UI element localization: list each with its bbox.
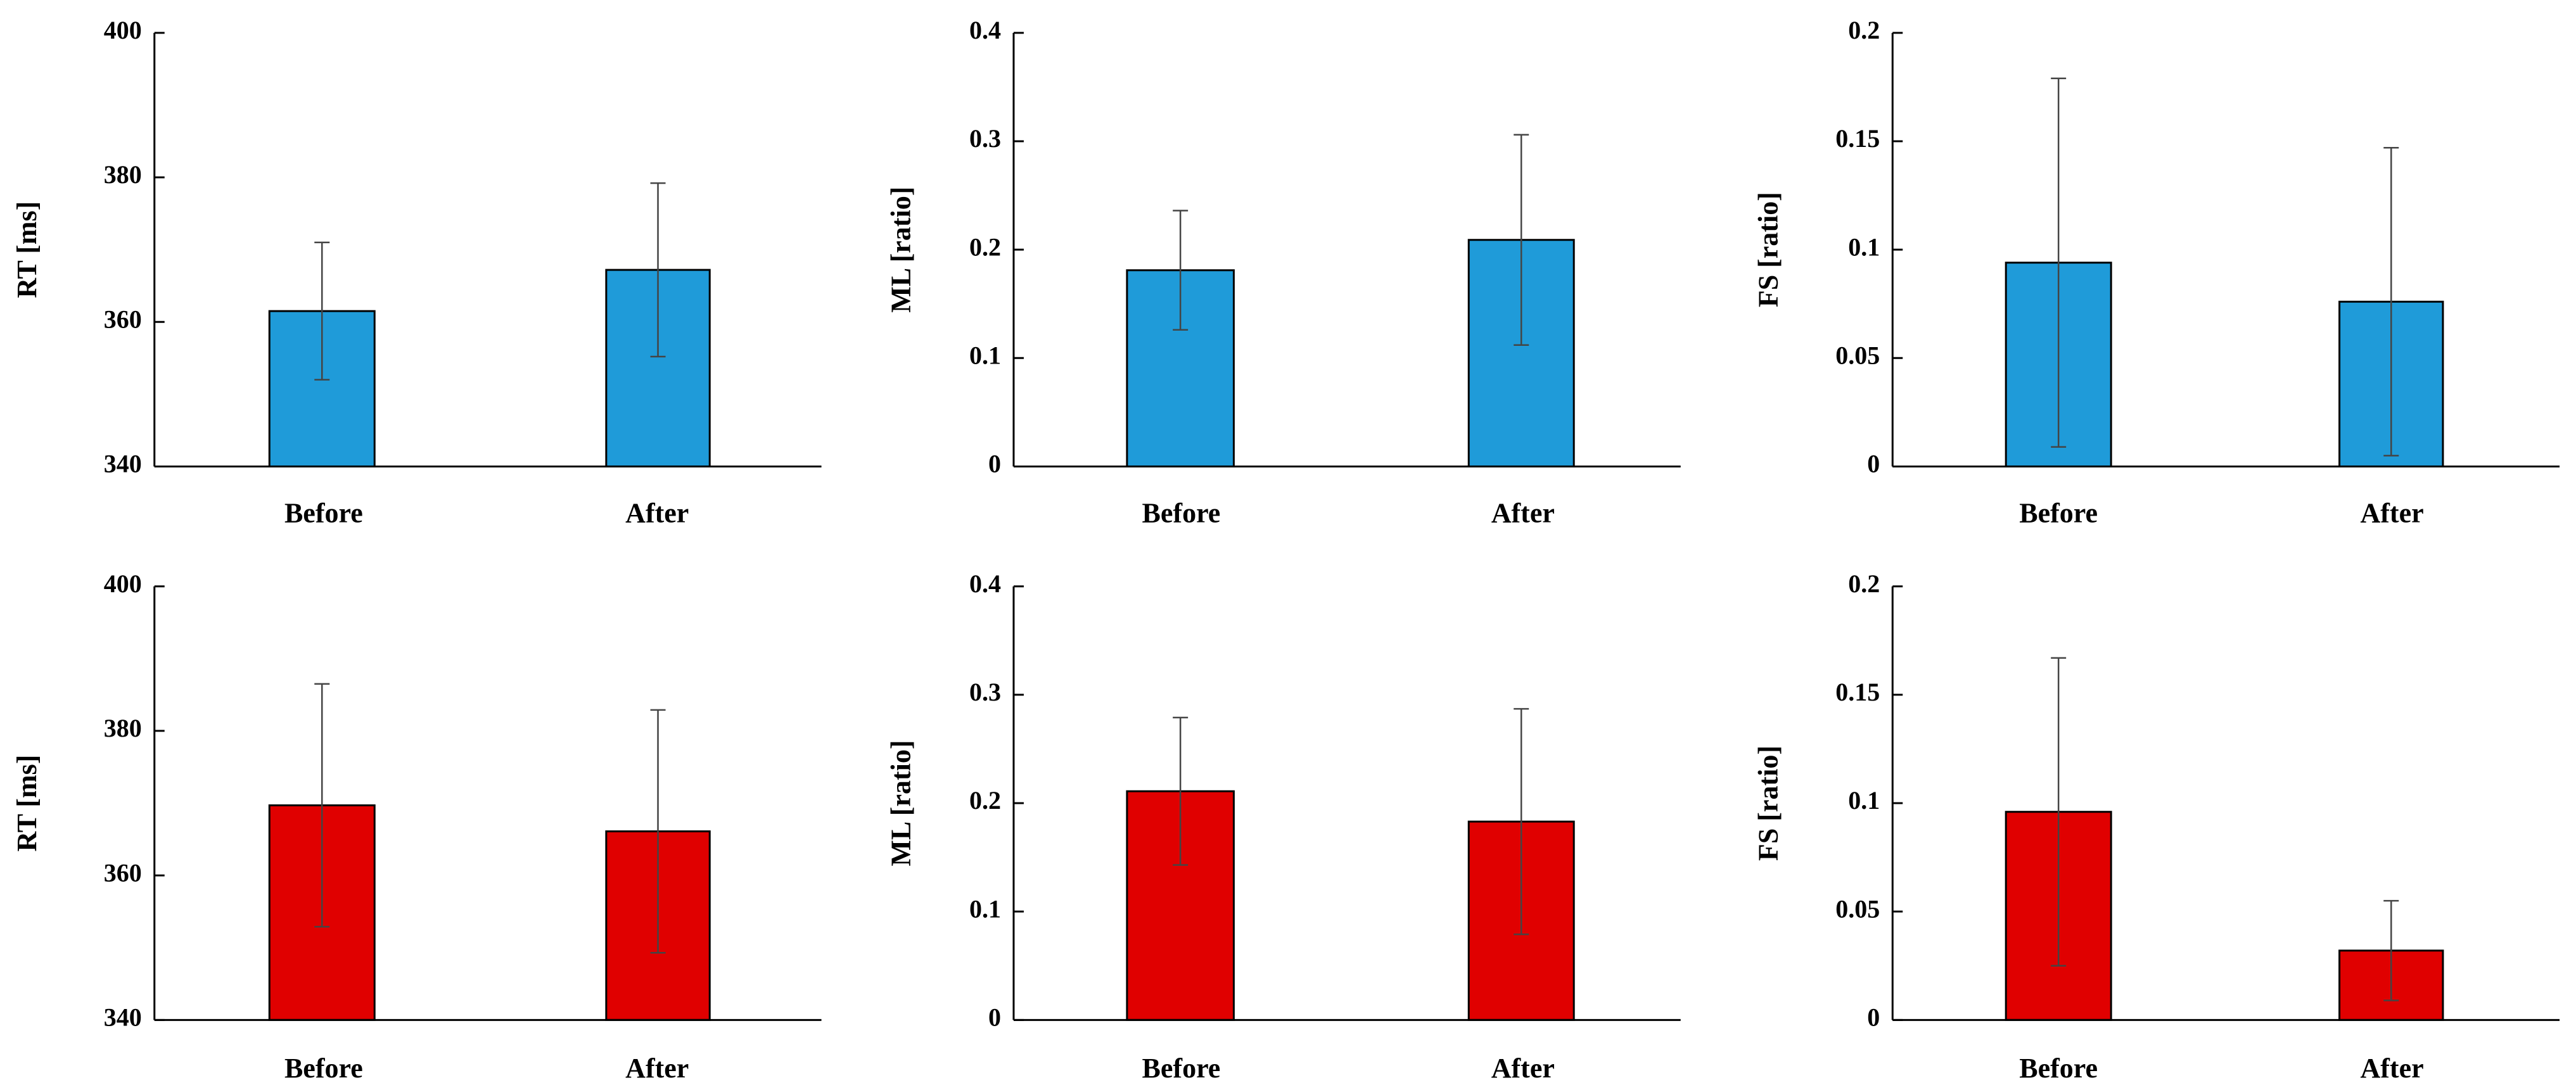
y-tick-label: 0 (1867, 450, 1880, 478)
y-tick-label: 0 (988, 1003, 1001, 1031)
y-tick-label: 340 (104, 450, 142, 478)
y-tick-label: 0.2 (1848, 569, 1880, 598)
chart-panel-2: 0 0.1 0.2 0.3 0.4 Before After ML [ratio] (885, 16, 1681, 529)
x-category-label: After (2361, 1053, 2424, 1084)
y-tick-label: 400 (104, 16, 142, 44)
y-tick-label: 0.2 (969, 232, 1001, 261)
y-tick-label: 0 (988, 450, 1001, 478)
y-axis-title: RT [ms] (11, 201, 42, 298)
y-tick-label: 0.1 (1848, 232, 1880, 261)
chart-panel-5: 0 0.1 0.2 0.3 0.4 Before After ML [ratio] (885, 569, 1681, 1084)
y-axis-title: ML [ratio] (885, 740, 916, 866)
chart-panel-4: 340 360 380 400 Before After RT [ms] (11, 569, 822, 1084)
x-category-label: After (1491, 1053, 1555, 1084)
x-category-label: Before (2019, 498, 2098, 529)
y-tick-label: 0.15 (1835, 124, 1880, 153)
x-category-label: Before (1142, 498, 1221, 529)
y-tick-label: 0.05 (1835, 341, 1880, 369)
y-tick-label: 0.1 (969, 894, 1001, 923)
x-category-label: Before (1142, 1053, 1221, 1084)
x-category-label: Before (284, 1053, 363, 1084)
y-tick-label: 340 (104, 1003, 142, 1031)
y-tick-label: 0.05 (1835, 894, 1880, 923)
y-tick-label: 360 (104, 858, 142, 887)
x-category-label: After (625, 1053, 689, 1084)
y-tick-label: 0.2 (1848, 16, 1880, 44)
y-tick-label: 0.3 (969, 678, 1001, 706)
y-axis-title: FS [ratio] (1752, 746, 1783, 861)
y-tick-label: 380 (104, 714, 142, 742)
y-axis-title: ML [ratio] (885, 187, 916, 313)
y-tick-label: 380 (104, 160, 142, 189)
y-tick-label: 0.4 (969, 16, 1001, 44)
chart-panel-1: 340 360 380 400 Before After RT [ms] (11, 16, 822, 529)
x-category-label: After (1491, 498, 1555, 529)
x-category-label: Before (2019, 1053, 2098, 1084)
chart-panel-6: 0 0.05 0.1 0.15 0.2 Before After FS [ratio] (1752, 569, 2560, 1084)
y-tick-label: 0.1 (969, 341, 1001, 369)
y-tick-label: 0.2 (969, 786, 1001, 815)
y-tick-label: 0.15 (1835, 678, 1880, 706)
y-tick-label: 0.1 (1848, 786, 1880, 815)
y-axis-title: FS [ratio] (1752, 192, 1783, 307)
y-axis-title: RT [ms] (11, 755, 42, 852)
y-tick-label: 0.3 (969, 124, 1001, 153)
x-category-label: After (2361, 498, 2424, 529)
y-tick-label: 400 (104, 569, 142, 598)
y-tick-label: 0 (1867, 1003, 1880, 1031)
x-category-label: Before (284, 498, 363, 529)
chart-panel-3: 0 0.05 0.1 0.15 0.2 Before After FS [ratio] (1752, 16, 2560, 529)
x-category-label: After (625, 498, 689, 529)
y-tick-label: 0.4 (969, 569, 1001, 598)
y-tick-label: 360 (104, 305, 142, 333)
